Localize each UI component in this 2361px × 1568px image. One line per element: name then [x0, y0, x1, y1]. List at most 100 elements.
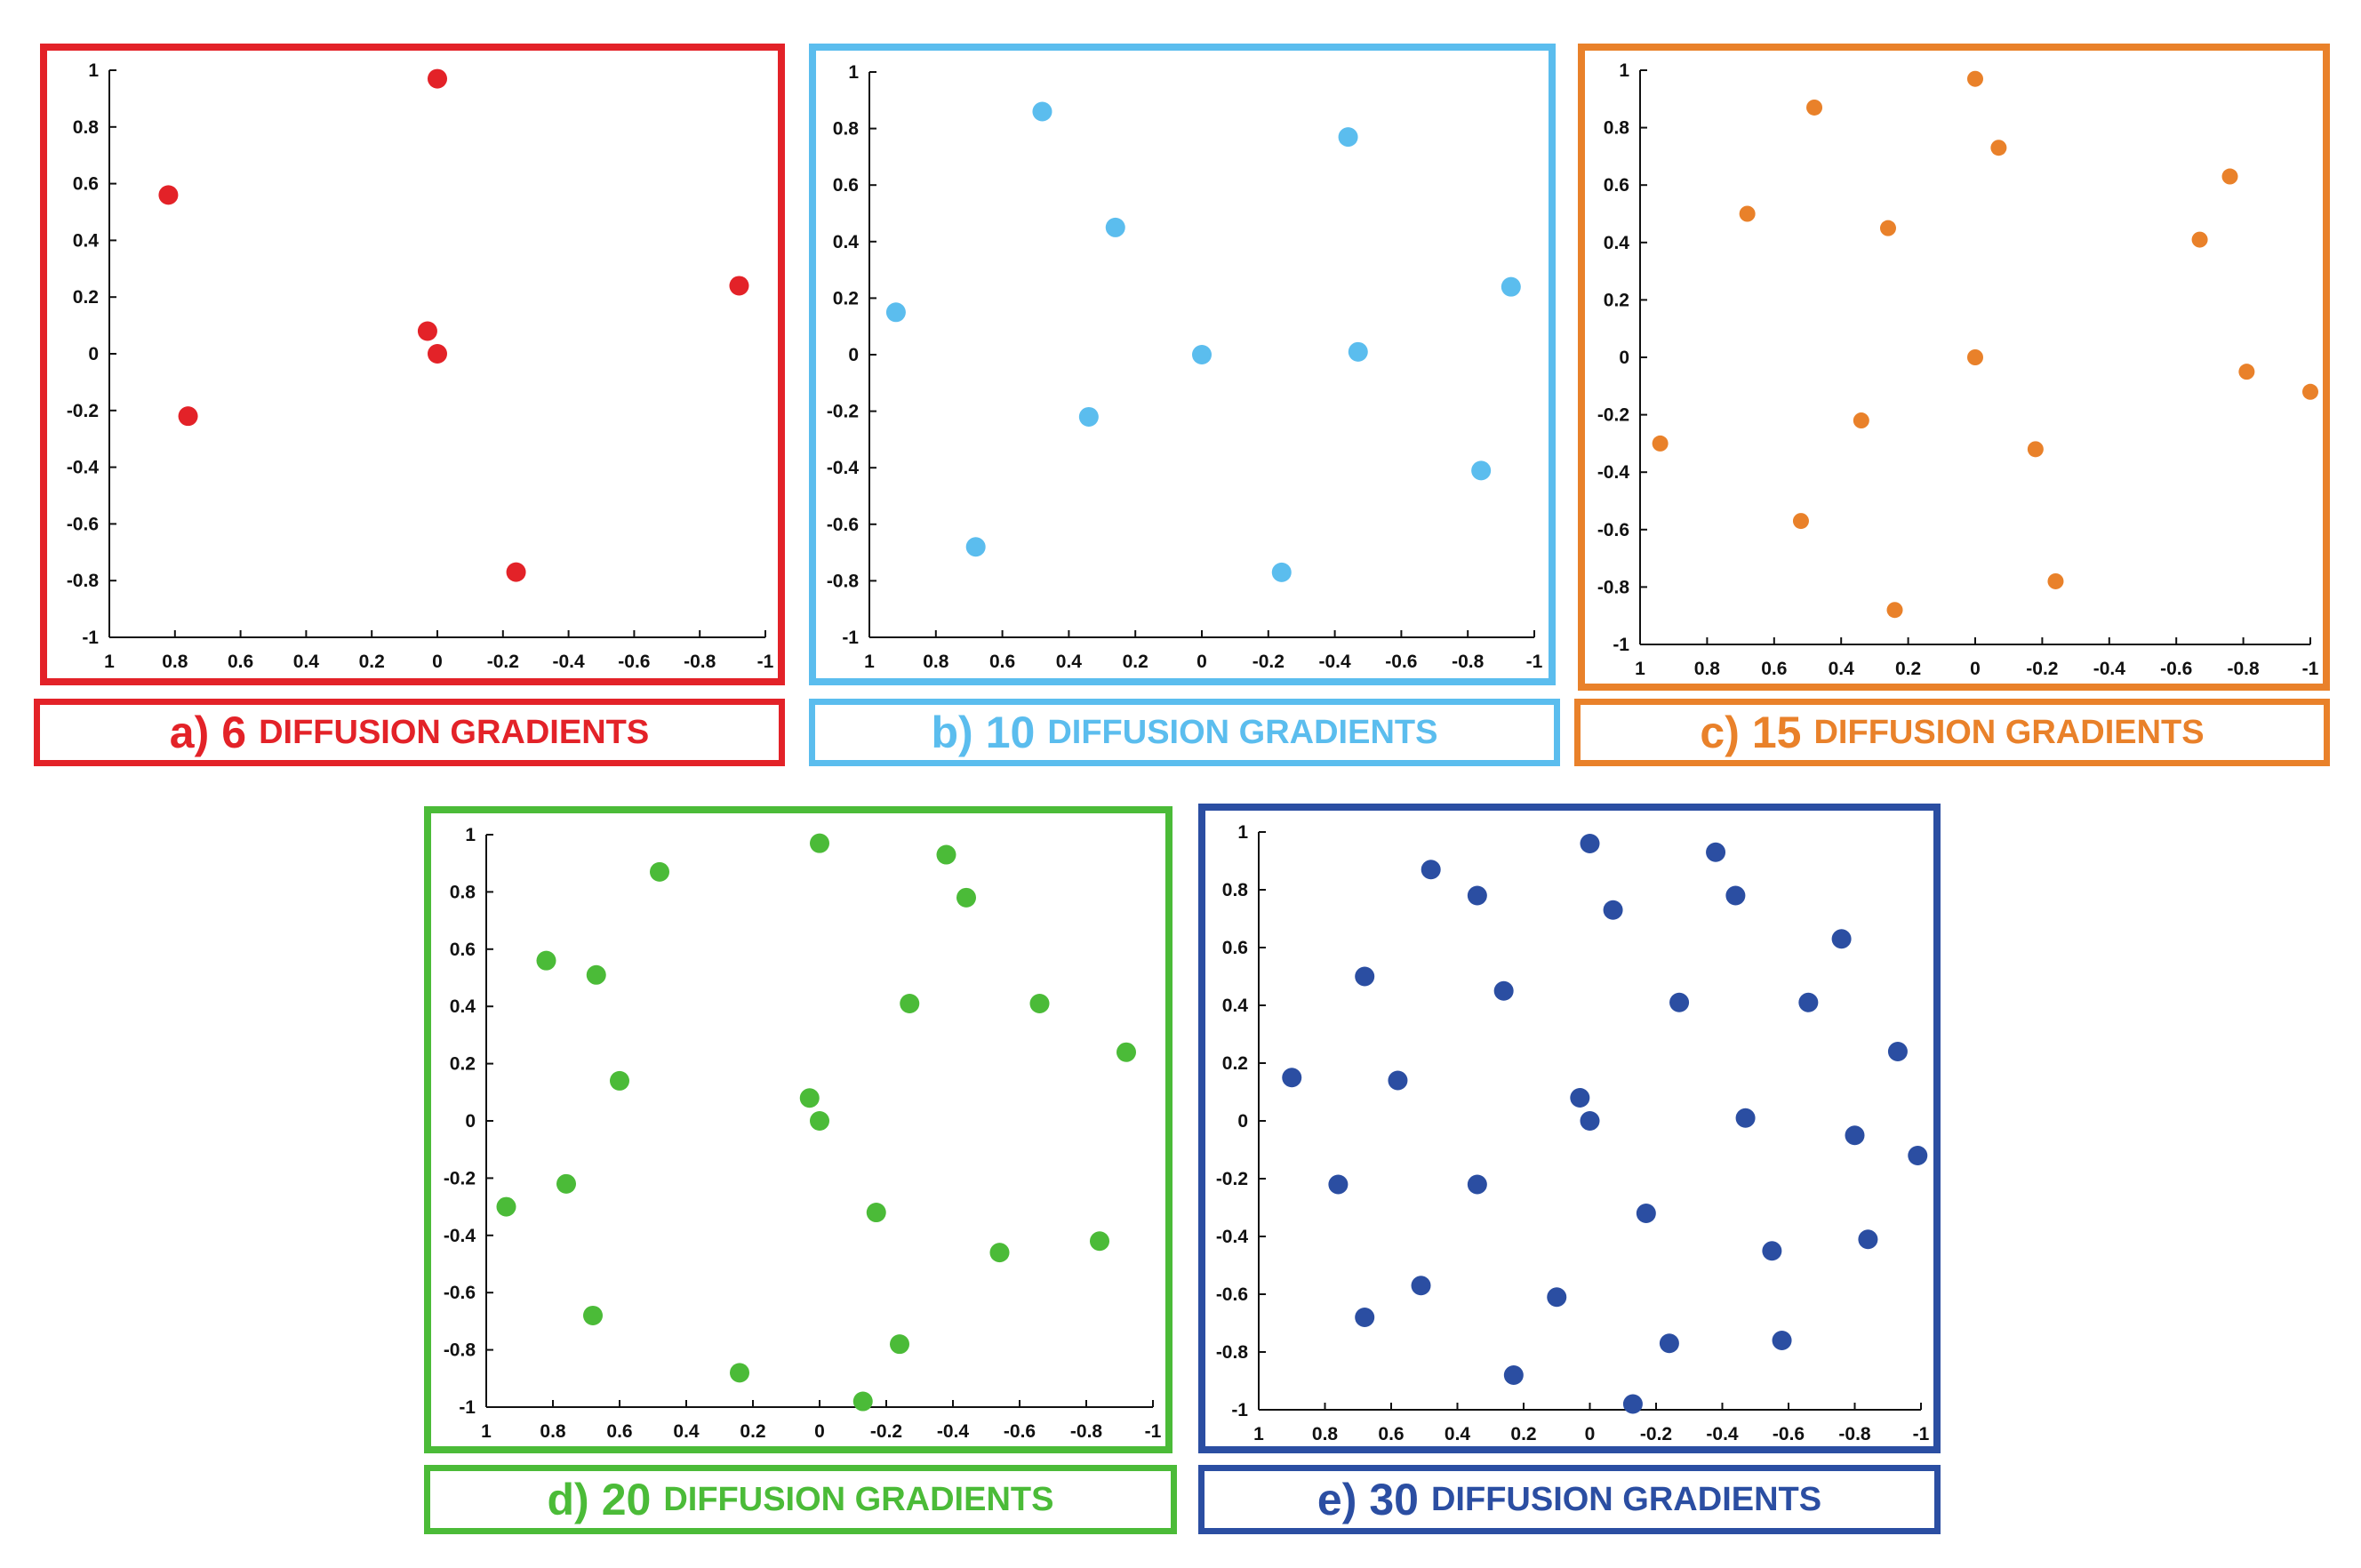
y-tick-label: -0.2 — [444, 1168, 476, 1188]
caption-a: a) 6 DIFFUSION GRADIENTS — [34, 699, 785, 766]
data-point — [1908, 1146, 1928, 1165]
x-tick-label: -0.2 — [1253, 652, 1285, 672]
x-tick-label: 0.8 — [923, 652, 949, 672]
data-point — [583, 1305, 603, 1325]
data-point — [1116, 1042, 1136, 1062]
y-tick-label: -1 — [1231, 1400, 1248, 1420]
x-tick-label: -0.4 — [2093, 659, 2126, 679]
scatter-plot-c: 1 0.8 0.6 0.4 0.2 0 -0.2 -0.4 -0.6 -0.8 -1 1 0.8 0.6 0… — [1597, 60, 2319, 679]
y-tick-label: -0.4 — [1216, 1227, 1249, 1247]
y-tick-label: -0.6 — [827, 515, 859, 535]
data-point — [1762, 1241, 1782, 1261]
x-tick-label: 1 — [1253, 1424, 1264, 1444]
data-point — [2302, 383, 2318, 400]
x-tick-label: 0.4 — [1829, 659, 1855, 679]
data-point — [2238, 364, 2255, 380]
x-tick-label: -0.6 — [1004, 1421, 1036, 1442]
x-tick-label: 1 — [104, 652, 115, 672]
x-tick-label: -0.2 — [1640, 1424, 1672, 1444]
y-tick-label: 0.2 — [1604, 290, 1629, 310]
x-tick-label: -0.2 — [487, 652, 519, 672]
scatter-plot-d: 10.80.60.40.20-0.2-0.4-0.6-0.8-11 0.8 0.6 0… — [444, 825, 1162, 1442]
x-tick-label: -1 — [1913, 1424, 1930, 1444]
y-tick-label: 0.4 — [450, 996, 476, 1017]
x-tick-label: 0 — [1197, 652, 1207, 672]
y-tick-label: 0.8 — [833, 119, 860, 140]
x-tick-label: 0.4 — [1445, 1424, 1471, 1444]
data-point — [1735, 1108, 1756, 1128]
x-tick-label: 0 — [1970, 659, 1981, 679]
data-point — [1493, 980, 1514, 1001]
data-point — [1669, 992, 1690, 1012]
y-tick-label: 0 — [465, 1111, 476, 1132]
x-tick-label: -0.8 — [1070, 1421, 1103, 1442]
caption-letter: c) — [1700, 708, 1740, 757]
y-tick-label: -1 — [459, 1397, 476, 1418]
data-point — [417, 321, 437, 341]
caption-letter: d) — [547, 1475, 589, 1524]
data-point — [1792, 513, 1809, 530]
x-tick-label: 0.6 — [989, 652, 1015, 672]
data-point — [1622, 1394, 1643, 1414]
x-tick-label: 0.8 — [540, 1421, 566, 1442]
x-tick-label: 0.2 — [1510, 1424, 1536, 1444]
caption-count: 30 — [1369, 1475, 1419, 1524]
x-tick-label: 0.8 — [162, 652, 188, 672]
y-tick-label: -0.8 — [1216, 1342, 1249, 1363]
scatter-plot-b: 10.80.60.40.20-0.2-0.4-0.6-0.8-11 0.8 0.6 0… — [827, 62, 1543, 672]
x-tick-label: -0.8 — [1838, 1424, 1871, 1444]
data-point — [1772, 1331, 1792, 1350]
x-tick-label: 0 — [814, 1421, 825, 1442]
data-point — [799, 1088, 820, 1108]
y-tick-label: -0.4 — [1597, 462, 1630, 483]
data-point — [1355, 1308, 1375, 1327]
data-point — [1887, 1042, 1908, 1061]
x-tick-label: -0.6 — [1773, 1424, 1805, 1444]
x-tick-label: 0.6 — [228, 652, 253, 672]
caption-text: DIFFUSION GRADIENTS — [1430, 1480, 1822, 1518]
data-point — [1739, 205, 1756, 222]
data-point — [1467, 1174, 1487, 1195]
caption-letter: b) — [931, 708, 973, 757]
x-tick-label: -1 — [1526, 652, 1543, 672]
data-point — [536, 950, 556, 971]
data-point — [1967, 349, 1983, 365]
data-point — [2221, 168, 2238, 185]
x-tick-label: 0.8 — [1694, 659, 1721, 679]
y-tick-label: -0.4 — [827, 458, 860, 478]
scatter-plot-e: 10.80.60.40.20-0.2-0.4-0.6-0.8-11 0.8 0.6 0… — [1216, 822, 1930, 1444]
caption-letter: a) — [169, 708, 210, 757]
y-tick-label: 1 — [465, 825, 476, 845]
y-tick-label: -0.8 — [827, 571, 860, 591]
y-tick-label: 0.6 — [1222, 938, 1248, 958]
data-point — [158, 185, 179, 205]
y-tick-label: 0.6 — [450, 940, 476, 960]
data-point — [1570, 1088, 1590, 1108]
data-point — [1547, 1287, 1567, 1308]
data-point — [1806, 99, 1823, 116]
y-tick-label: 1 — [1237, 822, 1248, 843]
data-point — [1798, 992, 1819, 1012]
x-tick-label: 0.6 — [606, 1421, 632, 1442]
y-tick-label: 0 — [848, 345, 859, 365]
y-tick-label: 0.4 — [1604, 233, 1630, 253]
x-tick-label: -0.2 — [2026, 659, 2058, 679]
data-point — [2027, 441, 2044, 458]
caption-count: 15 — [1751, 708, 1802, 757]
y-tick-label: 0.6 — [1604, 175, 1629, 196]
x-tick-label: 0.2 — [1123, 652, 1148, 672]
data-point — [1421, 860, 1441, 880]
panel-c: 1 0.8 0.6 0.4 0.2 0 -0.2 -0.4 -0.6 -0.8 -1 1 0.8 0.6 0… — [1578, 44, 2330, 691]
data-point — [885, 302, 906, 323]
x-tick-label: 0 — [1585, 1424, 1596, 1444]
data-point — [1652, 435, 1669, 452]
data-point — [428, 344, 447, 364]
data-point — [1659, 1333, 1679, 1354]
data-point — [965, 537, 986, 557]
x-tick-label: 0 — [432, 652, 443, 672]
panel-a: 1 0.8 0.6 0.4 0.2 0 -0.2 -0.4 -0.6 -0.8 -1 1 0.8 0.6 0… — [40, 44, 785, 685]
x-tick-label: 0.4 — [1056, 652, 1083, 672]
panel-e: 1 0.8 0.6 0.4 0.2 0 -0.2 -0.4 -0.6 -0.8 -1 1 0.8 0.6 0… — [1198, 804, 1941, 1453]
scatter-plot-a: 10.80.60.40.20-0.2-0.4-0.6-0.8-11 0.8 0.6 0… — [67, 60, 774, 672]
x-tick-label: 0.2 — [359, 652, 385, 672]
